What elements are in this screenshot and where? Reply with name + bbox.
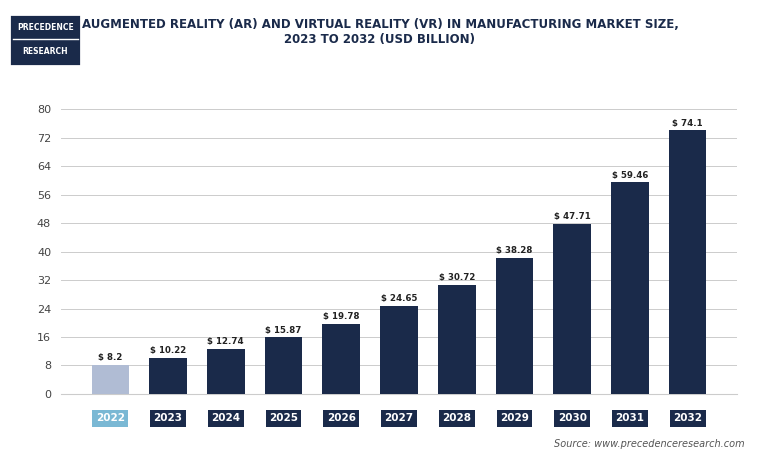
Bar <box>91 365 129 394</box>
Text: 2022: 2022 <box>96 413 125 423</box>
Bar <box>438 284 476 394</box>
Text: $ 15.87: $ 15.87 <box>265 326 302 335</box>
Text: 2030: 2030 <box>558 413 587 423</box>
Text: 2032: 2032 <box>673 413 702 423</box>
Text: 2024: 2024 <box>211 413 240 423</box>
Bar <box>264 338 302 394</box>
Text: 2023: 2023 <box>154 413 182 423</box>
Text: $ 74.1: $ 74.1 <box>673 119 703 127</box>
Text: 2026: 2026 <box>327 413 356 423</box>
Bar <box>611 182 649 394</box>
Text: $ 12.74: $ 12.74 <box>207 337 244 346</box>
Text: 2029: 2029 <box>500 413 529 423</box>
Text: RESEARCH: RESEARCH <box>22 47 68 56</box>
Text: $ 8.2: $ 8.2 <box>98 353 122 362</box>
Text: $ 19.78: $ 19.78 <box>323 312 359 321</box>
FancyBboxPatch shape <box>9 14 81 66</box>
Text: $ 10.22: $ 10.22 <box>150 346 186 354</box>
Text: 2027: 2027 <box>385 413 413 423</box>
Text: 2031: 2031 <box>616 413 644 423</box>
Bar <box>207 349 245 394</box>
Text: $ 38.28: $ 38.28 <box>496 246 533 255</box>
Text: 2025: 2025 <box>269 413 298 423</box>
Text: $ 30.72: $ 30.72 <box>439 273 475 282</box>
Bar <box>496 258 534 394</box>
Bar <box>149 358 187 394</box>
Bar <box>669 131 707 394</box>
Text: Source: www.precedenceresearch.com: Source: www.precedenceresearch.com <box>554 439 745 449</box>
Text: $ 24.65: $ 24.65 <box>381 294 417 303</box>
Text: AUGMENTED REALITY (AR) AND VIRTUAL REALITY (VR) IN MANUFACTURING MARKET SIZE,
20: AUGMENTED REALITY (AR) AND VIRTUAL REALI… <box>81 18 679 46</box>
Text: $ 47.71: $ 47.71 <box>554 213 591 221</box>
Bar <box>322 323 360 394</box>
Bar <box>553 224 591 394</box>
Bar <box>380 306 418 394</box>
Text: PRECEDENCE: PRECEDENCE <box>17 23 74 33</box>
Text: $ 59.46: $ 59.46 <box>612 170 648 180</box>
Text: 2028: 2028 <box>442 413 471 423</box>
